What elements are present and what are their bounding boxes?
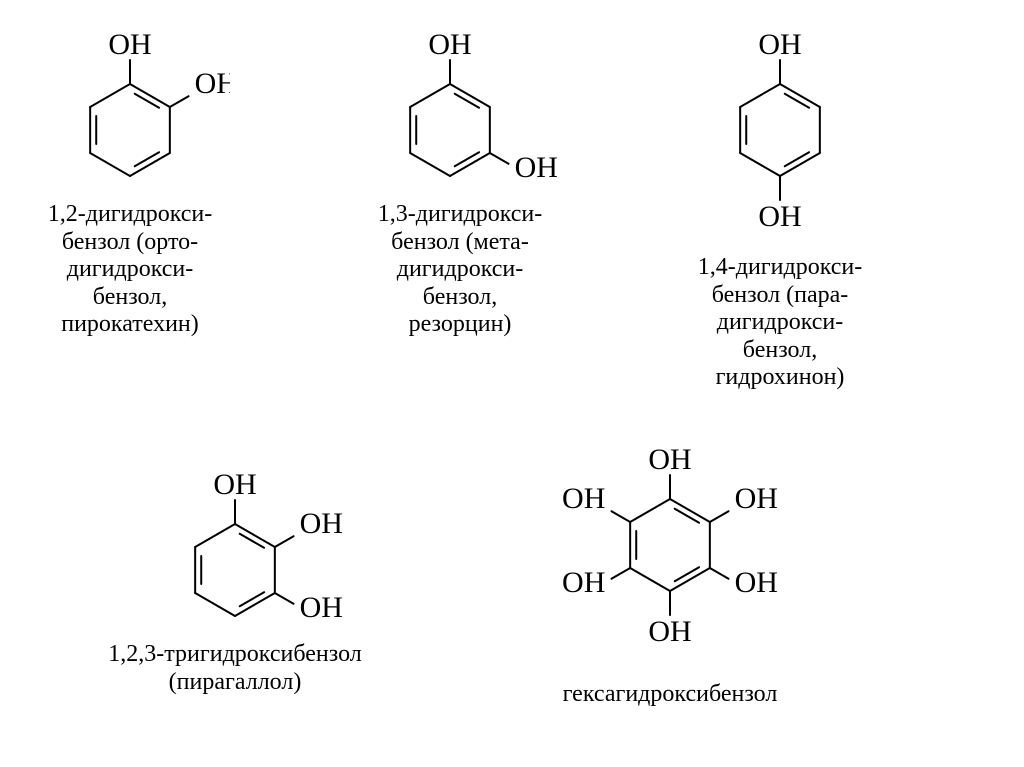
oh-label: OH — [648, 615, 691, 648]
oh-label: OH — [562, 566, 605, 599]
molecule-caption: 1,4-дигидрокси- бензол (пара- дигидрокси… — [680, 254, 880, 392]
oh-label: OH — [195, 67, 230, 100]
molecule-caption: 1,2-дигидрокси- бензол (орто- дигидрокси… — [30, 201, 230, 339]
molecule-pyrogallol: OH OH OH 1,2,3-тригидроксибензол (пирагалло… — [95, 435, 375, 696]
oh-label: OH — [758, 200, 801, 233]
molecule-caption: 1,3-дигидрокси- бензол (мета- дигидрокси… — [350, 201, 570, 339]
oh-label: OH — [758, 28, 801, 61]
molecule-caption: 1,2,3-тригидроксибензол (пирагаллол) — [95, 641, 375, 696]
molecule-catechol: OH OH 1,2-дигидрокси- бензол (орто- дигидр… — [30, 0, 230, 339]
structure-svg: OH OH — [350, 0, 570, 195]
structure-svg: OH OH OH OH OH OH — [530, 415, 810, 675]
chemistry-figure: OH OH 1,2-дигидрокси- бензол (орто- дигидр… — [0, 0, 1024, 767]
oh-label: OH — [428, 28, 471, 61]
molecule-hydroquinone: OH OH 1,4-дигидрокси- бензол (пара- дигидр… — [680, 0, 880, 392]
oh-label: OH — [735, 482, 778, 515]
oh-label: OH — [735, 566, 778, 599]
molecule-caption: гексагидроксибензол — [530, 681, 810, 709]
molecule-resorcinol: OH OH 1,3-дигидрокси- бензол (мета- дигидр… — [350, 0, 570, 339]
structure-svg: OH OH — [680, 0, 880, 248]
oh-label: OH — [562, 482, 605, 515]
structure-svg: OH OH OH — [95, 435, 375, 635]
oh-label: OH — [648, 443, 691, 476]
oh-label: OH — [108, 28, 151, 61]
molecule-hexahydroxybenzene: OH OH OH OH OH OH гексагидроксибензол — [530, 415, 810, 709]
oh-label: OH — [213, 468, 256, 501]
structure-svg: OH OH — [30, 0, 230, 195]
oh-label: OH — [300, 507, 343, 540]
oh-label: OH — [300, 591, 343, 624]
oh-label: OH — [515, 151, 558, 184]
